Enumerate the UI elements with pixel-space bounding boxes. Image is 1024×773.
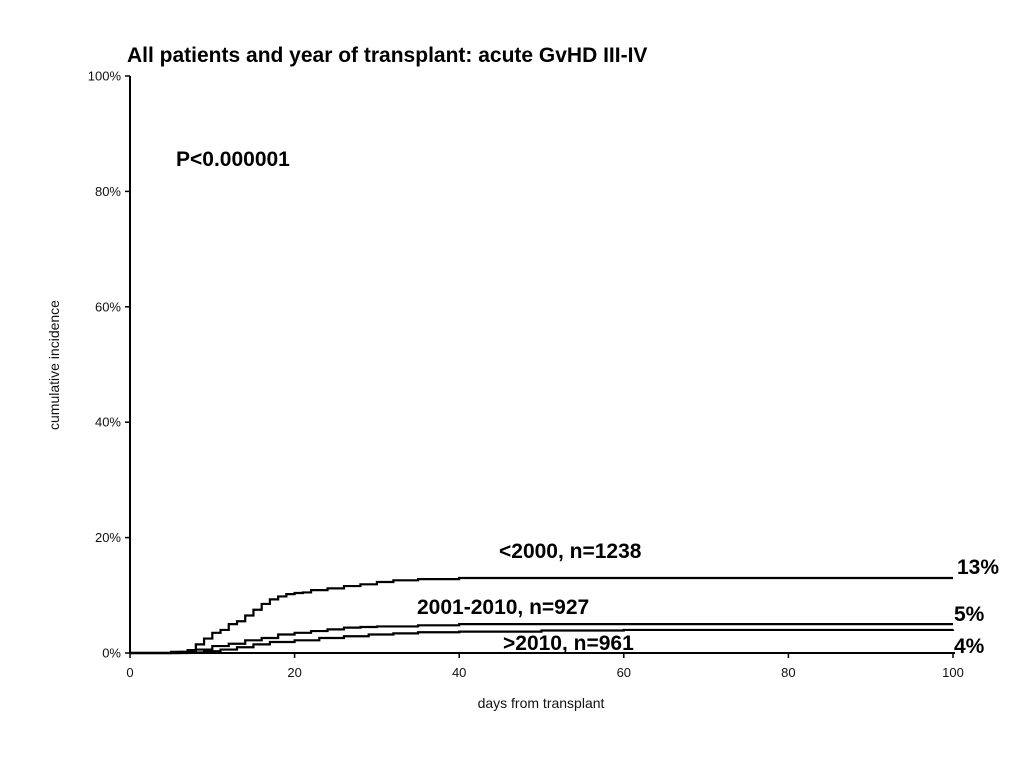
y-tick-label: 100% (88, 69, 122, 84)
end-label-post-2010: 4% (954, 635, 985, 658)
curve-2001-2010 (130, 623, 953, 655)
y-ticks: 0% 20% 40% 60% 80% 100% (88, 69, 130, 661)
y-tick-label: 20% (95, 530, 121, 545)
axes (129, 76, 955, 654)
x-tick-label: 100 (942, 665, 964, 680)
x-tick-label: 80 (781, 665, 795, 680)
x-tick-label: 60 (617, 665, 631, 680)
chart-title: All patients and year of transplant: acu… (127, 44, 647, 67)
p-value-label: P<0.000001 (176, 148, 290, 171)
y-tick-label: 0% (102, 646, 121, 661)
x-tick-label: 40 (452, 665, 466, 680)
y-tick-label: 60% (95, 299, 121, 314)
x-ticks: 0 20 40 60 80 100 (126, 653, 964, 680)
end-label-pre-2000: 13% (957, 556, 999, 579)
series-label-pre-2000: <2000, n=1238 (499, 540, 642, 563)
x-axis-label: days from transplant (478, 695, 605, 711)
series-label-2001-2010: 2001-2010, n=927 (417, 596, 589, 619)
y-tick-label: 80% (95, 184, 121, 199)
x-tick-label: 20 (287, 665, 301, 680)
y-tick-label: 40% (95, 415, 121, 430)
curve-pre-2000 (130, 576, 953, 655)
series-label-post-2010: >2010, n=961 (503, 632, 634, 655)
x-tick-label: 0 (126, 665, 133, 680)
end-label-2001-2010: 5% (954, 603, 985, 626)
curve-post-2010 (130, 628, 955, 655)
y-axis-label: cumulative incidence (46, 300, 62, 430)
curves (130, 576, 955, 655)
